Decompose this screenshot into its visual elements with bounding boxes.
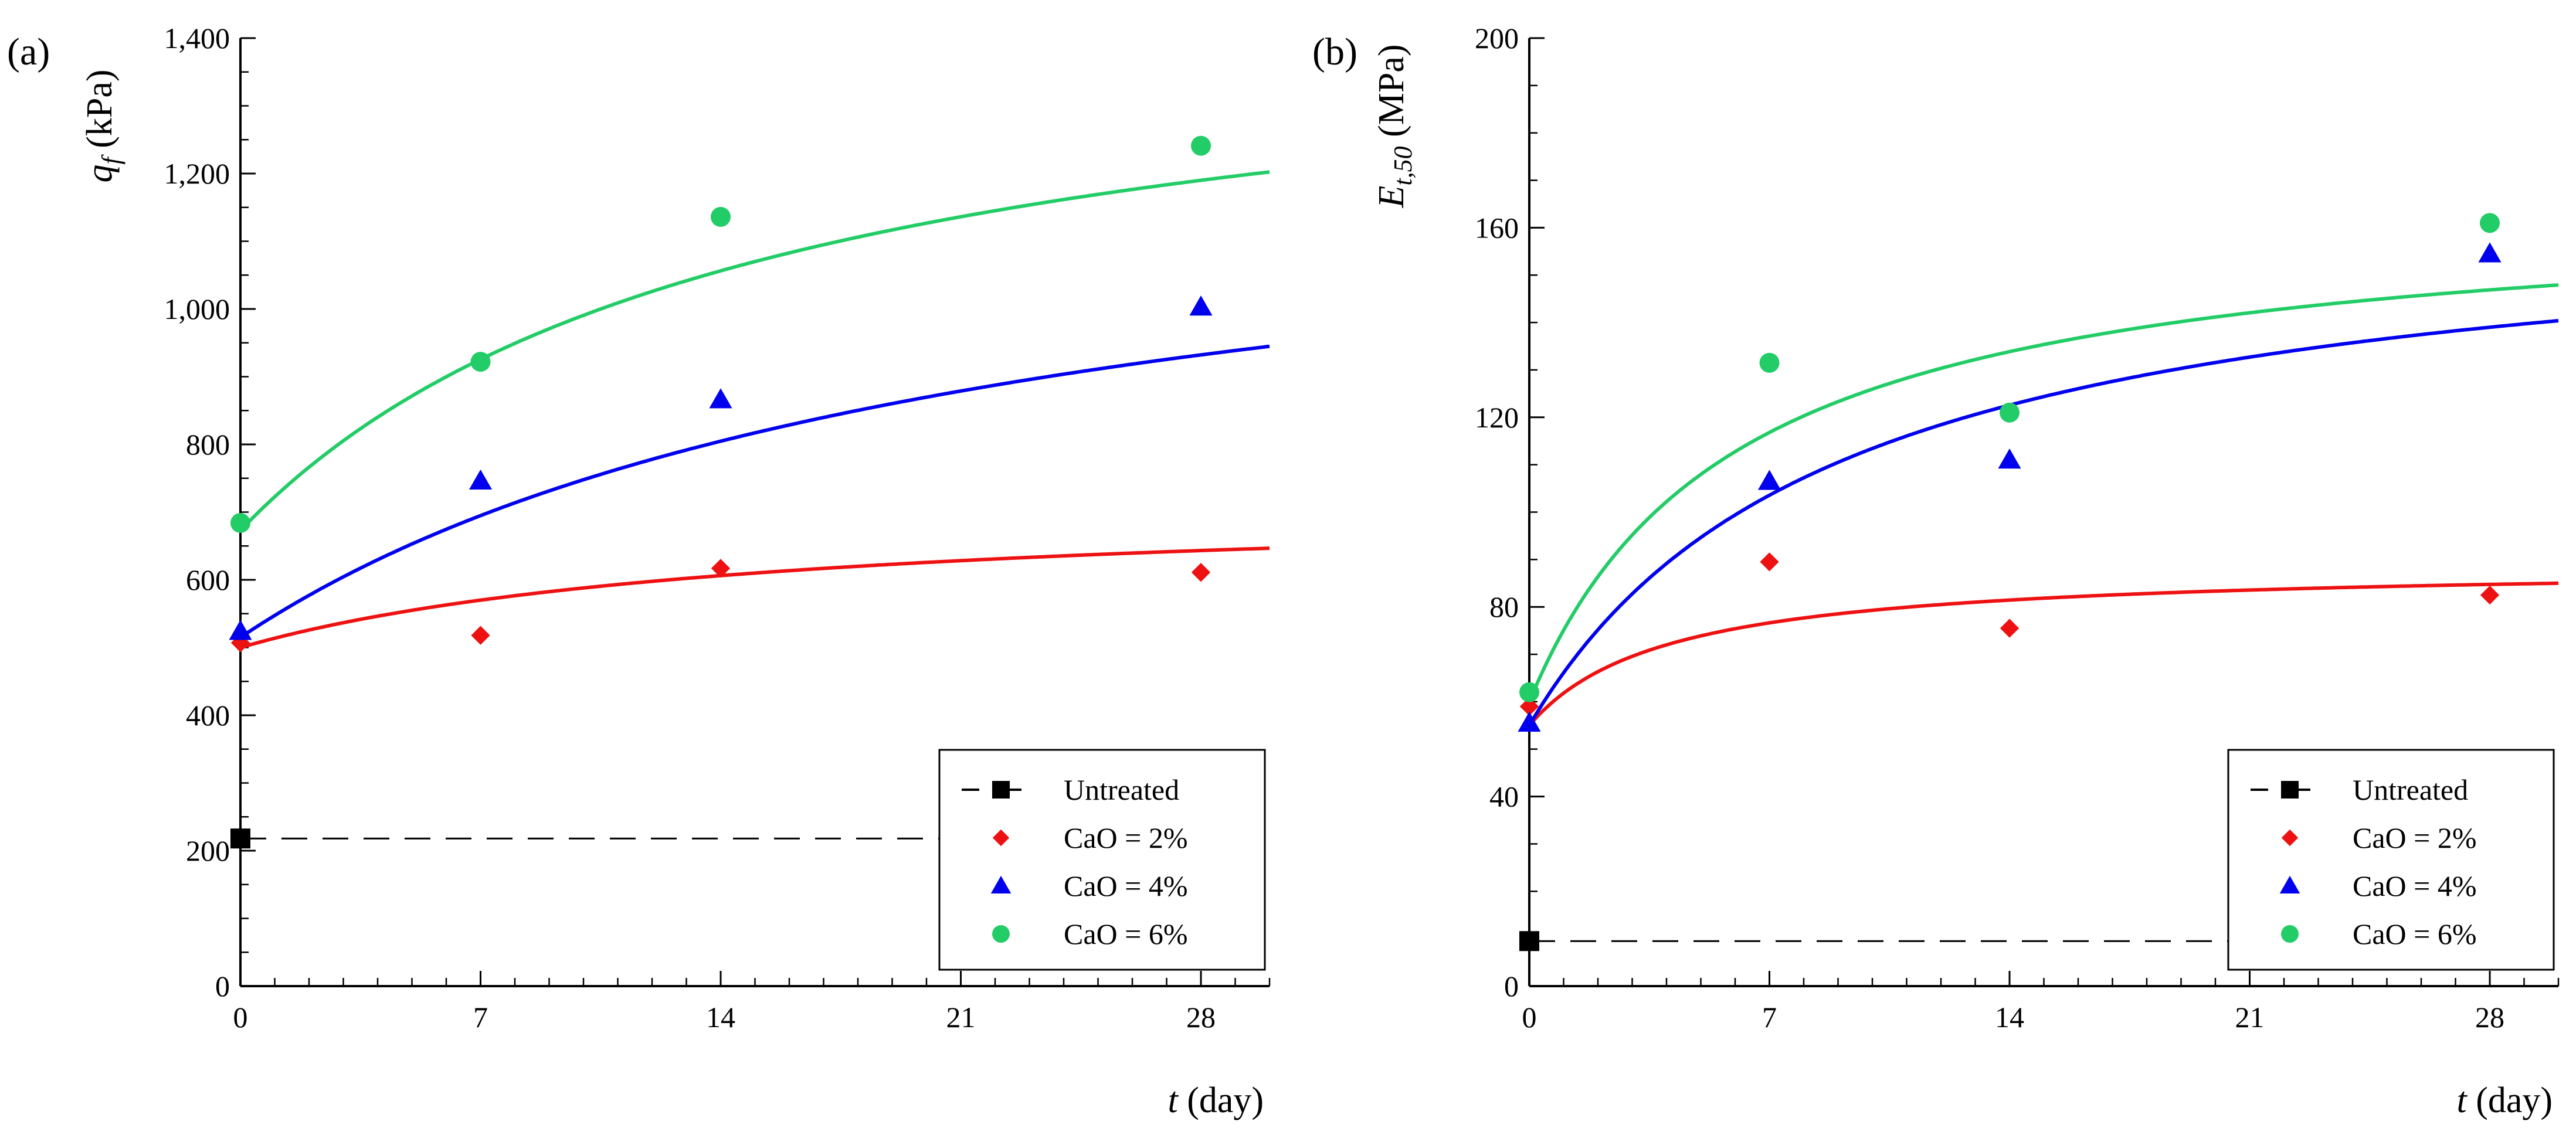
- y-tick-label: 600: [186, 563, 230, 596]
- x-axis-label: t (day): [2456, 1081, 2553, 1120]
- x-tick-label: 7: [1762, 1001, 1777, 1034]
- y-tick-label: 120: [1475, 401, 1519, 434]
- legend-marker-cao-2: [992, 829, 1010, 847]
- legend-label-untreated: Untreated: [1064, 773, 1179, 806]
- data-point-cao-4: [709, 388, 732, 409]
- data-point-cao-2: [1191, 563, 1211, 582]
- data-point-cao-4: [1518, 711, 1541, 732]
- legend-marker-cao-4: [990, 875, 1012, 893]
- data-point-cao-4: [1757, 470, 1781, 490]
- y-tick-label: 1,000: [164, 293, 230, 325]
- x-tick-label: 14: [1995, 1001, 2024, 1034]
- fit-curve-cao-6: [239, 170, 1270, 532]
- data-point-cao-6: [1519, 682, 1539, 702]
- x-axis-label: t (day): [1167, 1081, 1264, 1120]
- data-point-cao-4: [2478, 242, 2502, 263]
- y-tick-label: 1,400: [164, 22, 230, 55]
- y-tick-label: 80: [1489, 590, 1519, 623]
- data-point-cao-6: [230, 512, 250, 533]
- data-point-cao-2: [1519, 696, 1539, 716]
- legend-label-untreated: Untreated: [2353, 773, 2468, 806]
- x-tick-label: 28: [2475, 1001, 2504, 1034]
- data-point-cao-6: [711, 206, 731, 227]
- legend-label-cao-6: CaO = 6%: [1064, 918, 1188, 950]
- data-point-cao-6: [470, 352, 491, 372]
- legend: Untreated CaO = 2% CaO = 4% CaO = 6%: [2227, 749, 2555, 971]
- x-tick-label: 7: [473, 1001, 488, 1034]
- legend-label-cao-4: CaO = 4%: [2353, 869, 2477, 902]
- y-tick-label: 200: [186, 834, 230, 867]
- data-point-cao-4: [229, 620, 252, 640]
- legend: Untreated CaO = 2% CaO = 4% CaO = 6%: [938, 749, 1266, 971]
- fit-curve-cao-4: [1528, 319, 2559, 726]
- legend-label-cao-2: CaO = 2%: [1064, 821, 1188, 854]
- data-point-cao-4: [1998, 449, 2021, 469]
- x-tick-label: 28: [1186, 1001, 1216, 1034]
- untreated-point: [1519, 931, 1539, 952]
- data-point-cao-2: [230, 633, 250, 653]
- x-tick-label: 0: [233, 1001, 248, 1034]
- y-tick-label: 200: [1475, 22, 1519, 55]
- y-tick-label: 0: [1504, 970, 1519, 1003]
- fit-curve-cao-4: [239, 344, 1270, 639]
- data-point-cao-2: [2000, 619, 2020, 638]
- legend-marker-cao-2: [2281, 829, 2299, 847]
- fit-curve-cao-6: [1528, 283, 2559, 703]
- chart-panel-b: (b) 0 40 80 120 160 200 0 7 14 21 28 t (day) Et,50 (M…: [1312, 22, 2560, 1120]
- data-point-cao-2: [471, 626, 490, 645]
- data-point-cao-6: [1191, 135, 1211, 156]
- y-tick-label: 40: [1489, 780, 1519, 813]
- legend-marker-cao-4: [2279, 875, 2300, 893]
- panel-label: (b): [1312, 30, 1357, 73]
- legend-label-cao-6: CaO = 6%: [2353, 918, 2477, 950]
- fit-curve-cao-2: [240, 546, 1270, 650]
- x-tick-label: 21: [946, 1001, 976, 1034]
- data-point-cao-4: [469, 469, 493, 490]
- y-tick-label: 160: [1475, 211, 1519, 244]
- x-tick-label: 0: [1522, 1001, 1537, 1034]
- chart-panel-a: (a) 0 200 400 600 800 1,000 1,200 1,400 0 7 14 21 28 t…: [7, 22, 1271, 1120]
- x-tick-label: 21: [2235, 1001, 2265, 1034]
- fit-curve-cao-2: [1528, 581, 2559, 727]
- data-point-cao-6: [1759, 352, 1780, 373]
- y-axis-label: Et,50 (MPa): [1372, 44, 1417, 208]
- panel-label: (a): [7, 30, 50, 73]
- y-tick-label: 1,200: [164, 157, 230, 190]
- data-point-cao-6: [2000, 402, 2020, 423]
- y-tick-label: 800: [186, 428, 230, 461]
- y-axis-label: qf (kPa): [80, 69, 125, 182]
- legend-marker-cao-6: [992, 925, 1010, 943]
- untreated-point: [230, 828, 250, 849]
- data-point-cao-4: [1189, 295, 1213, 316]
- legend-marker-untreated: [992, 781, 1010, 799]
- y-tick-label: 0: [215, 970, 230, 1003]
- legend-label-cao-4: CaO = 4%: [1064, 869, 1188, 902]
- data-point-cao-2: [711, 559, 731, 578]
- data-point-cao-2: [2480, 585, 2500, 605]
- legend-marker-cao-6: [2281, 925, 2299, 943]
- legend-marker-untreated: [2281, 781, 2299, 799]
- legend-label-cao-2: CaO = 2%: [2353, 821, 2477, 854]
- x-tick-label: 14: [706, 1001, 735, 1034]
- data-point-cao-2: [1760, 552, 1779, 572]
- data-point-cao-6: [2480, 213, 2500, 233]
- y-tick-label: 400: [186, 699, 230, 732]
